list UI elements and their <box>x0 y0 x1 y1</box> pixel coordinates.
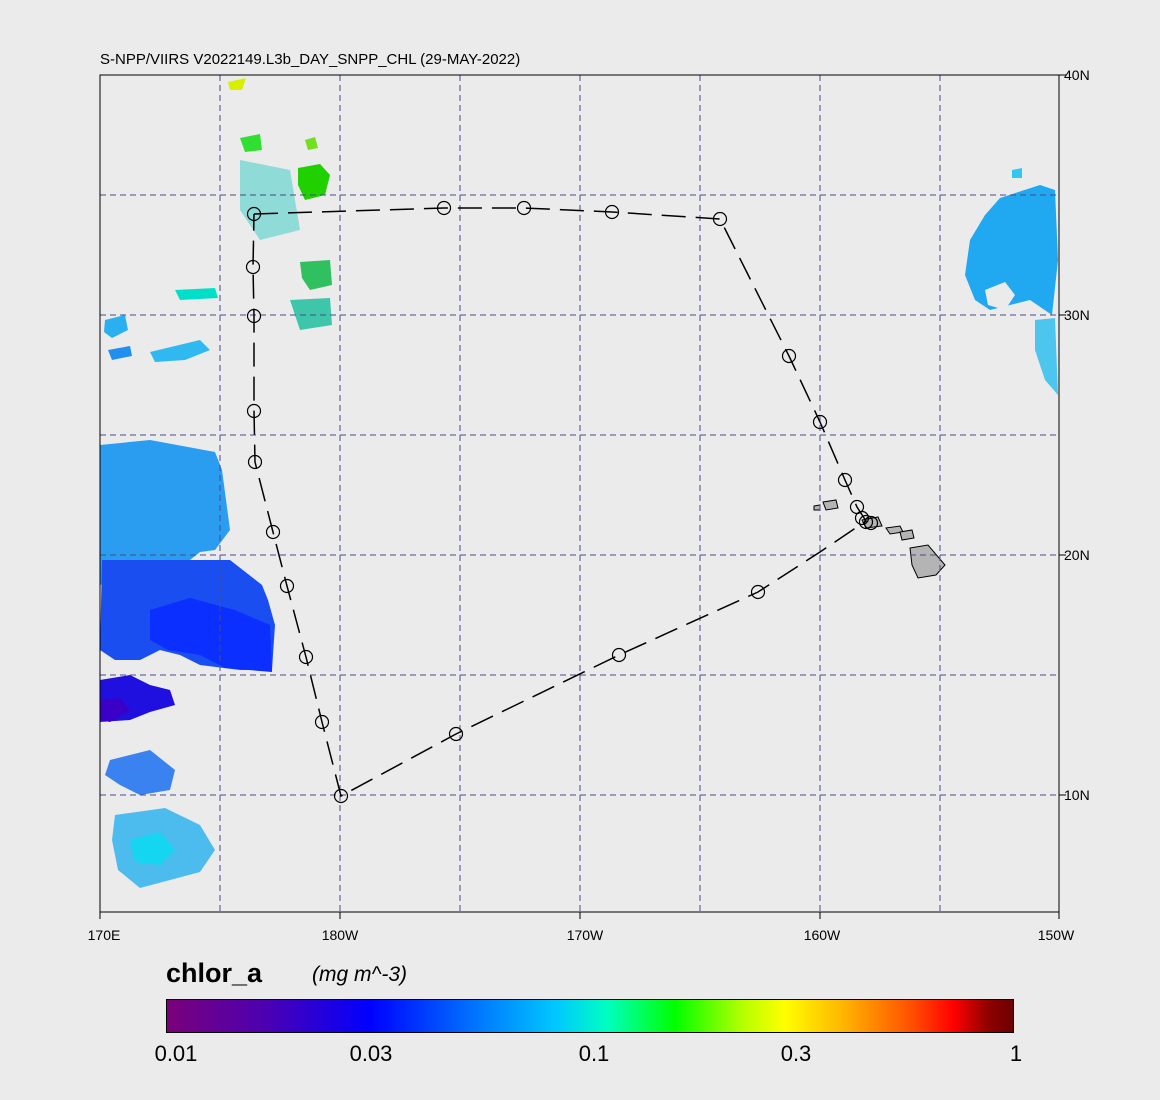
lon-label: 170E <box>88 927 121 943</box>
lat-label: 10N <box>1064 787 1090 803</box>
station-marker <box>837 472 853 488</box>
station-marker <box>854 510 870 526</box>
station-marker <box>247 454 263 470</box>
lon-label: 170W <box>567 927 604 943</box>
station-marker <box>333 788 349 804</box>
colorbar-tick: 0.01 <box>154 1041 198 1066</box>
lon-label: 180W <box>322 927 359 943</box>
station-marker <box>516 200 532 216</box>
axis-ticks <box>99 74 1066 919</box>
station-marker <box>781 348 797 364</box>
colorbar-units: (mg m^-3) <box>312 963 408 986</box>
station-marker <box>858 514 874 530</box>
station-marker <box>448 726 464 742</box>
colorbar-tick: 0.03 <box>349 1041 393 1066</box>
station-marker <box>750 584 766 600</box>
lon-axis-labels: 170E 180W 170W 160W 150W <box>88 927 1075 943</box>
map-title: S-NPP/VIIRS V2022149.L3b_DAY_SNPP_CHL (2… <box>100 51 521 68</box>
chlorophyll-swaths <box>100 78 1058 888</box>
station-marker <box>246 206 262 222</box>
station-marker <box>604 204 620 220</box>
lat-axis-labels: 40N 30N 20N 10N <box>1064 67 1090 803</box>
lon-label: 150W <box>1038 927 1075 943</box>
station-marker <box>245 259 261 275</box>
lat-label: 20N <box>1064 547 1090 563</box>
track-stations <box>245 200 879 804</box>
station-marker <box>279 578 295 594</box>
lat-label: 40N <box>1064 67 1090 83</box>
station-marker <box>298 649 314 665</box>
colorbar-tick: 0.3 <box>780 1041 812 1066</box>
station-marker <box>246 308 262 324</box>
station-marker <box>812 414 828 430</box>
track-line <box>252 207 868 798</box>
station-marker <box>712 211 728 227</box>
cruise-track <box>245 200 879 804</box>
station-marker <box>246 403 262 419</box>
colorbar-tick: 1 <box>1009 1041 1023 1066</box>
lon-label: 160W <box>804 927 841 943</box>
station-marker <box>436 200 452 216</box>
station-marker <box>265 524 281 540</box>
lat-label: 30N <box>1064 307 1090 323</box>
station-marker <box>863 515 879 531</box>
colorbar-title: chlor_a <box>166 958 263 988</box>
station-marker <box>314 714 330 730</box>
colorbar <box>166 999 1014 1033</box>
colorbar-tick: 0.1 <box>578 1041 610 1066</box>
hawaiian-islands <box>813 499 946 579</box>
station-marker <box>611 647 627 663</box>
